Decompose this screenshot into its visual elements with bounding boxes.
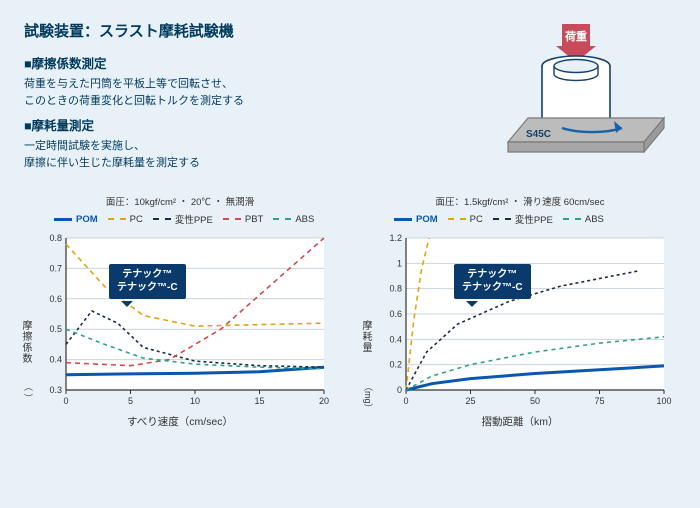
text-block: 試験装置：スラスト摩耗試験機 ■摩擦係数測定 荷重を与えた円筒を平板上等で回転さ… [24,20,456,180]
legend-swatch [563,218,581,220]
legend-item: ABS [563,214,604,225]
callout-line2: テナック™-C [117,282,178,293]
svg-text:0.6: 0.6 [389,309,402,319]
legend-swatch [223,218,241,220]
callout-line1: テナック™ [467,269,517,280]
page: 試験装置：スラスト摩耗試験機 ■摩擦係数測定 荷重を与えた円筒を平板上等で回転さ… [0,0,700,508]
plate-icon: S45C [508,118,664,152]
legend-label: ABS [295,214,314,225]
legend-label: 変性PPE [175,212,213,226]
legend-label: 変性PPE [515,212,553,226]
legend-swatch [493,218,511,220]
section1-body: 荷重を与えた円筒を平板上等で回転させ、 このときの荷重変化と回転トルクを測定する [24,76,456,109]
legend-swatch [153,218,171,220]
svg-text:0.3: 0.3 [49,385,62,395]
svg-text:0.8: 0.8 [389,284,402,294]
svg-text:0: 0 [403,396,408,406]
legend-swatch [448,218,466,220]
callout-line1: テナック™ [122,269,172,280]
legend-label: ABS [585,214,604,225]
legend-swatch [108,218,126,220]
load-label: 荷重 [564,29,587,43]
chart2-callout: テナック™ テナック™-C [454,264,531,299]
section2-heading: ■摩耗量測定 [24,115,456,134]
top-section: 試験装置：スラスト摩耗試験機 ■摩擦係数測定 荷重を与えた円筒を平板上等で回転さ… [24,20,676,180]
svg-text:20: 20 [319,396,329,406]
chart2-y-unit: （mg） [362,382,375,413]
svg-text:0: 0 [63,396,68,406]
svg-text:10: 10 [190,396,200,406]
legend-item: POM [394,214,438,225]
legend-label: PBT [245,214,263,225]
svg-text:1.2: 1.2 [389,233,402,243]
legend-item: 変性PPE [153,212,213,226]
svg-text:0.7: 0.7 [49,263,62,273]
chart1-conditions: 面圧：10kgf/cm² ・ 20℃ ・ 無潤滑 [24,194,336,208]
svg-text:0.6: 0.6 [49,294,62,304]
chart2-y-label: 摩耗量 [358,320,373,353]
chart2-svg: 0 0.2 0.4 0.6 0.8 1 1.2 0 25 50 75 100 [364,232,676,412]
plate-label: S45C [526,129,551,140]
legend-label: POM [76,214,98,225]
section2-body: 一定時間試験を実施し、 摩擦に伴い生じた摩耗量を測定する [24,138,456,171]
svg-text:0.5: 0.5 [49,324,62,334]
chart1-svg: 0.3 0.4 0.5 0.6 0.7 0.8 0 5 10 15 20 [24,232,336,412]
chart1-callout: テナック™ テナック™-C [109,264,186,299]
legend-item: 変性PPE [493,212,553,226]
legend-label: PC [130,214,143,225]
chart1-legend: POM PC 変性PPE PBT ABS [54,212,336,226]
svg-text:0.2: 0.2 [389,360,402,370]
legend-label: PC [470,214,483,225]
charts-row: 面圧：10kgf/cm² ・ 20℃ ・ 無潤滑 POM PC 変性PPE PBT AB… [24,194,676,429]
chart2-wrap: 面圧：1.5kgf/cm² ・ 滑り速度 60cm/sec POM PC 変性PPE… [364,194,676,429]
legend-swatch [394,218,412,221]
chart1-wrap: 面圧：10kgf/cm² ・ 20℃ ・ 無潤滑 POM PC 変性PPE PBT AB… [24,194,336,429]
chart2-x-label: 摺動距離（km） [364,414,676,429]
chart2-legend: POM PC 変性PPE ABS [394,212,676,226]
apparatus-diagram: 荷重 S45C [476,20,676,180]
chart1-y-label: 摩擦係数 [18,320,33,364]
svg-text:0.8: 0.8 [49,233,62,243]
svg-text:100: 100 [656,396,671,406]
svg-text:75: 75 [594,396,604,406]
legend-swatch [54,218,72,221]
legend-item: ABS [273,214,314,225]
apparatus-svg: 荷重 S45C [476,20,676,180]
svg-text:0: 0 [397,385,402,395]
svg-text:0.4: 0.4 [389,334,402,344]
legend-item: PC [448,214,483,225]
svg-text:5: 5 [128,396,133,406]
legend-item: PC [108,214,143,225]
title: 試験装置：スラスト摩耗試験機 [24,20,456,41]
chart1-x-label: すべり速度（cm/sec） [24,414,336,429]
chart2-conditions: 面圧：1.5kgf/cm² ・ 滑り速度 60cm/sec [364,194,676,208]
svg-text:25: 25 [465,396,475,406]
svg-text:1: 1 [397,258,402,268]
legend-item: PBT [223,214,263,225]
section1-heading: ■摩擦係数測定 [24,53,456,72]
svg-text:0.4: 0.4 [49,355,62,365]
svg-text:15: 15 [254,396,264,406]
legend-item: POM [54,214,98,225]
legend-swatch [273,218,291,220]
legend-label: POM [416,214,438,225]
chart1-y-unit: （ ） [22,382,35,403]
svg-text:50: 50 [530,396,540,406]
callout-line2: テナック™-C [462,282,523,293]
